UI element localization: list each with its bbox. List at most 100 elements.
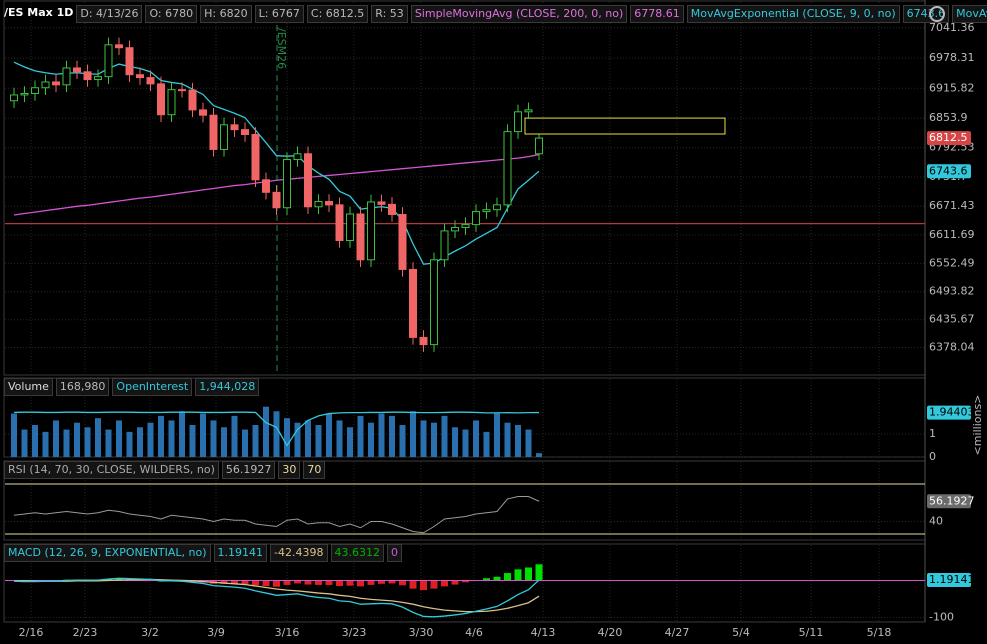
candle-body [356, 213, 365, 261]
volume-bar [462, 429, 469, 457]
y-tick-label: 6378.04 [929, 341, 975, 354]
volume-bar [210, 420, 217, 457]
candle-body [62, 67, 71, 86]
x-tick-label: 4/13 [531, 626, 556, 639]
candle-body [398, 213, 407, 270]
volume-bar [200, 413, 206, 457]
candle-body [272, 191, 281, 209]
x-tick-label: 3/30 [409, 626, 434, 639]
study-value: -42.4398 [270, 544, 328, 562]
oi-tag: 1.94403 [929, 406, 975, 419]
unit-label: <millions> [971, 395, 984, 456]
volume-bar [347, 427, 353, 457]
ema-tag-bg [927, 164, 971, 179]
volume-bar [63, 429, 70, 457]
y-tick-label: -100 [929, 611, 954, 624]
candle-body [52, 81, 60, 86]
candle-body [472, 211, 480, 226]
candle-body [31, 87, 39, 95]
candle-body [346, 213, 354, 242]
volume-bar [378, 413, 385, 457]
candle-body [20, 93, 29, 96]
settings-gear[interactable] [929, 6, 945, 22]
histogram-bar [504, 573, 511, 581]
x-tick-label: 3/16 [275, 626, 300, 639]
histogram-bar [409, 580, 417, 589]
panel-frame [3, 0, 926, 376]
study-value: 0 [387, 544, 402, 562]
study-value: 56.1927 [221, 461, 276, 479]
candle-body [304, 153, 312, 208]
histogram-bar [462, 580, 469, 583]
histogram-bar [441, 580, 448, 587]
volume-bar [231, 415, 238, 457]
volume-bar [294, 422, 301, 457]
histogram-bar [273, 580, 280, 587]
field: H: 6820 [200, 5, 252, 23]
macd-header: MACD (12, 26, 9, EXPONENTIAL, no) 1.1914… [4, 544, 402, 562]
candle-body [409, 268, 417, 338]
x-tick-label: 3/9 [207, 626, 225, 639]
macd-tag: 1.19141 [929, 573, 975, 586]
volume-bar [284, 418, 290, 457]
histogram-bar [483, 578, 490, 581]
signal-line [14, 578, 540, 613]
study-line [13, 153, 540, 216]
study-line [13, 61, 540, 265]
y-tick-label: 40 [929, 515, 943, 528]
x-tick-label: 2/23 [73, 626, 98, 639]
x-tick-label: 2/16 [19, 626, 44, 639]
study-name: MovAvg... [952, 5, 987, 23]
candle-body [524, 109, 533, 113]
volume-bar [221, 427, 227, 457]
candle-body [83, 71, 92, 81]
candle-body [230, 124, 239, 131]
candle-body [104, 44, 113, 78]
y-tick-label: 6493.82 [929, 285, 975, 298]
candle-body [199, 109, 207, 116]
y-tick-label: 6611.69 [929, 228, 975, 241]
candle-body [241, 129, 249, 135]
histogram-bar [105, 578, 112, 581]
ema-tag: 6743.6 [929, 164, 968, 177]
price-tag: 6812.5 [929, 131, 968, 144]
histogram-bar [378, 580, 385, 584]
study-name: MovAvgExponential (CLOSE, 9, 0, no) [686, 5, 900, 23]
study-name: SimpleMovingAvg (CLOSE, 200, 0, no) [410, 5, 628, 23]
field: D: 4/13/26 [76, 5, 143, 23]
level: 30 [278, 461, 301, 479]
price-header: /ES Max 1D D: 4/13/26 O: 6780 H: 6820 L:… [4, 5, 987, 23]
candle-body [503, 131, 512, 206]
study-value: 168,980 [55, 378, 110, 396]
volume-bar [21, 429, 28, 457]
candle-body [10, 94, 18, 102]
volume-bar [536, 453, 542, 457]
field: L: 6767 [254, 5, 304, 23]
volume-bar [11, 413, 17, 457]
x-tick-label: 4/6 [465, 626, 483, 639]
histogram-bar [514, 569, 522, 581]
candle-body [251, 133, 260, 181]
contract-roll-label: /ESM26 [275, 28, 288, 69]
volume-bar [368, 422, 374, 457]
volume-bar [410, 411, 416, 457]
volume-bar [189, 425, 196, 457]
candle-body [440, 230, 449, 261]
histogram-bar [420, 580, 427, 591]
volume-bar [263, 406, 269, 457]
candle-body [388, 203, 396, 215]
candle-body [293, 153, 302, 161]
volume-bar [515, 425, 521, 457]
candle-body [262, 179, 270, 193]
volume-bar [74, 422, 80, 457]
volume-bar [357, 415, 364, 457]
field: C: 6812.5 [306, 5, 369, 23]
y-tick-label: 0 [929, 450, 936, 463]
histogram-bar [399, 580, 406, 586]
zone-box [524, 117, 726, 135]
volume-bar [179, 411, 185, 457]
candle-body [314, 200, 323, 208]
volume-bar [504, 422, 511, 457]
histogram-bar [357, 580, 364, 587]
candle-body [535, 137, 543, 155]
